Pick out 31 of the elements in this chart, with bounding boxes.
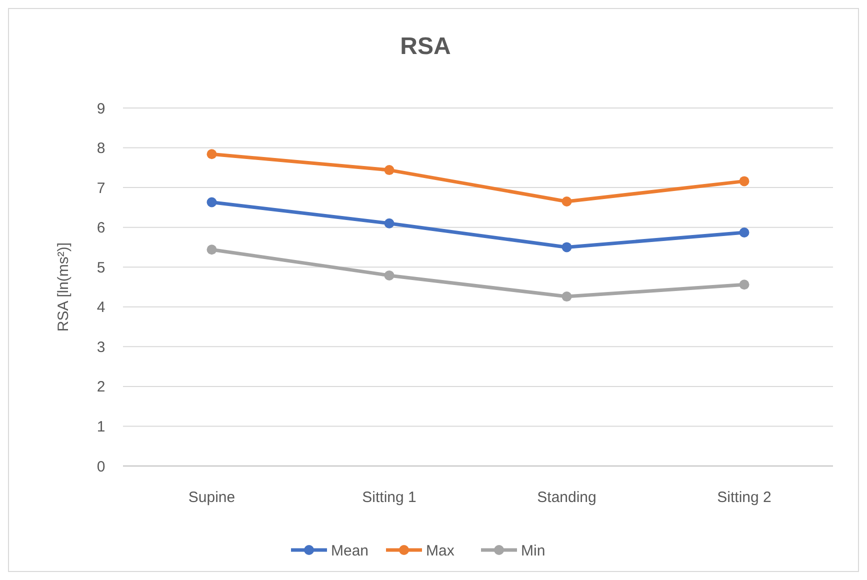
x-tick-label: Standing xyxy=(537,489,596,506)
y-tick-label: 7 xyxy=(96,180,106,197)
point xyxy=(384,270,394,280)
y-tick-label: 4 xyxy=(96,299,106,316)
legend-label: Mean xyxy=(331,542,369,560)
chart-title: RSA xyxy=(400,33,451,60)
y-tick-label: 9 xyxy=(96,100,106,118)
point xyxy=(384,165,394,176)
point xyxy=(739,280,750,290)
point xyxy=(206,244,217,255)
y-axis-title: RSA [ln(ms²)] xyxy=(55,242,72,332)
x-tick-label: Sitting 1 xyxy=(362,489,416,506)
y-tick-label: 5 xyxy=(96,259,106,276)
point xyxy=(384,218,394,228)
point xyxy=(206,197,217,208)
y-tick-label: 1 xyxy=(96,418,106,436)
point xyxy=(562,196,572,206)
point xyxy=(739,228,750,238)
y-tick-label: 2 xyxy=(96,378,106,396)
legend-label: Max xyxy=(426,542,455,560)
y-tick-label: 3 xyxy=(96,338,106,356)
point xyxy=(206,149,217,160)
y-tick-label: 6 xyxy=(96,220,106,237)
y-tick-label: 0 xyxy=(96,458,106,476)
x-tick-label: Sitting 2 xyxy=(717,489,772,506)
legend-label: Min xyxy=(521,542,546,560)
point xyxy=(739,176,750,186)
y-tick-label: 8 xyxy=(96,140,106,158)
point xyxy=(562,292,572,302)
x-tick-label: Supine xyxy=(188,489,236,506)
point xyxy=(562,242,572,252)
